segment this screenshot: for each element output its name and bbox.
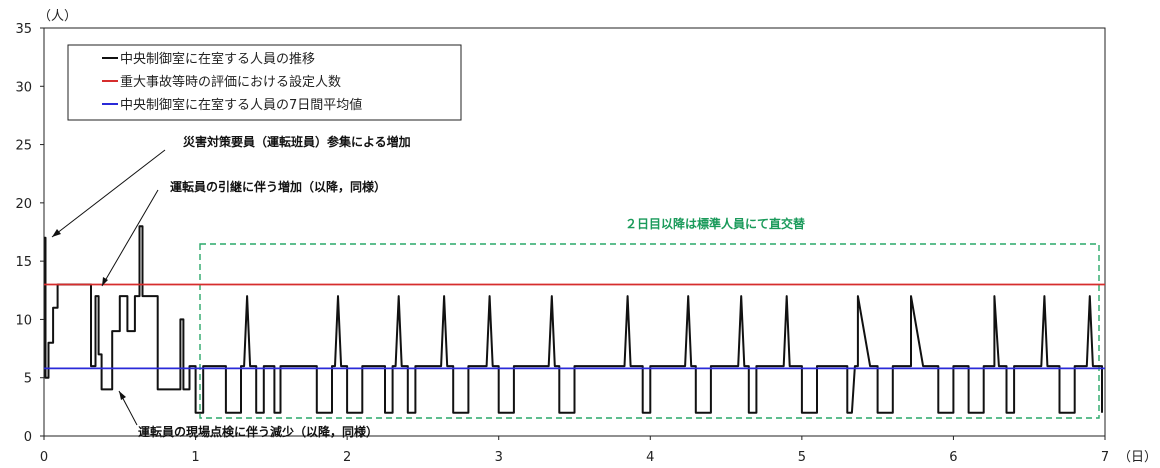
x-tick-label: 0	[40, 450, 48, 465]
arrowhead-handover	[102, 277, 108, 286]
y-tick-label: 15	[15, 255, 32, 270]
legend-label-2: 中央制御室に在室する人員の7日間平均値	[120, 97, 362, 113]
y-tick-label: 10	[15, 313, 32, 328]
x-tick-label: 7	[1101, 450, 1109, 465]
x-tick-label: 6	[949, 450, 957, 465]
legend-box	[67, 44, 462, 121]
annotation-inspection: 運転員の現場点検に伴う減少（以降，同様）	[138, 424, 378, 439]
annotation-shift-change: ２日目以降は標準人員にて直交替	[625, 216, 806, 231]
legend: 中央制御室に在室する人員の推移 重大事故等時の評価における設定人数 中央制御室に…	[67, 44, 462, 121]
x-tick-label: 4	[646, 450, 654, 465]
legend-label-1: 重大事故等時の評価における設定人数	[120, 74, 341, 90]
y-axis-unit: （人）	[38, 9, 77, 24]
x-tick-label: 5	[798, 450, 806, 465]
legend-label-0: 中央制御室に在室する人員の推移	[120, 51, 315, 67]
y-tick-label: 35	[15, 22, 32, 37]
x-tick-label: 1	[191, 450, 199, 465]
x-axis: 0 1 2 3 4 5 6 7	[40, 436, 1109, 465]
x-tick-label: 2	[343, 450, 351, 465]
x-axis-unit: （日）	[1118, 450, 1157, 465]
y-tick-label: 20	[15, 197, 32, 212]
y-tick-label: 5	[24, 372, 32, 387]
annotation-emergency-staff: 災害対策要員（運転班員）参集による増加	[183, 134, 411, 149]
arrowhead-emergency	[52, 229, 61, 237]
standard-staff-region	[199, 243, 1100, 419]
y-tick-label: 30	[15, 80, 32, 95]
annotation-arrow-emergency	[51, 149, 166, 238]
annotation-handover: 運転員の引継に伴う増加（以降，同様）	[170, 179, 386, 194]
y-axis: 0 5 10 15 20 25 30 35	[15, 22, 44, 445]
y-tick-label: 25	[15, 139, 32, 154]
x-tick-label: 3	[495, 450, 503, 465]
arrowhead-inspection	[119, 391, 126, 400]
series-layer	[44, 225, 1105, 414]
occupancy-line	[44, 225, 1103, 414]
plot-frame	[43, 27, 1106, 437]
annotation-arrow-handover	[101, 189, 159, 287]
y-tick-label: 0	[24, 430, 32, 445]
